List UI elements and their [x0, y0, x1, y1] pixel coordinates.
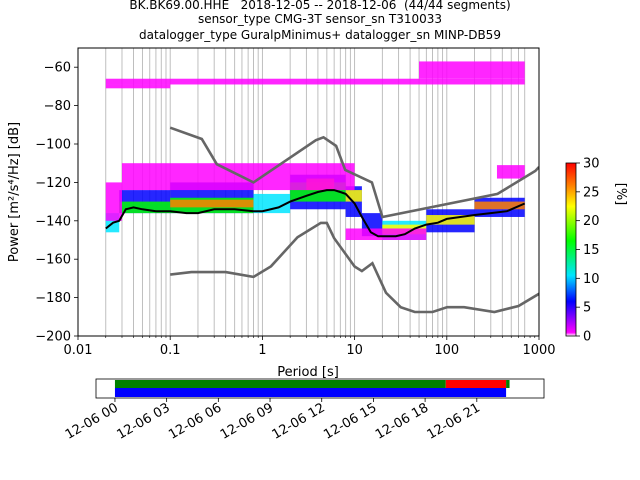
- x-tick-label: 1: [258, 343, 266, 358]
- density-patch: [253, 193, 291, 214]
- x-axis-label: Period [s]: [277, 365, 339, 380]
- density-patch: [170, 199, 254, 208]
- timeline-tick-label: 12-06 21: [425, 400, 483, 442]
- density-patch: [474, 201, 525, 210]
- timeline-tick-label: 12-06 03: [115, 400, 173, 442]
- density-patch: [105, 78, 525, 85]
- density-patch: [119, 201, 171, 214]
- chart-title-line-3: datalogger_type GuralpMinimus+ datalogge…: [139, 28, 501, 42]
- y-tick-label: −120: [35, 176, 71, 191]
- series-line-nhnm: [169, 126, 539, 219]
- y-tick-label: −100: [35, 138, 71, 153]
- colorbar-tick-label: 15: [583, 243, 600, 258]
- y-axis: −200 −180 −160 −140 −120 −100 −80 −60: [35, 61, 78, 345]
- timeline-tick-label: 12-06 12: [270, 400, 328, 442]
- timeline-tick-label: 12-06 00: [63, 400, 121, 442]
- chart-title-line-2: sensor_type CMG-3T sensor_sn T310033: [197, 12, 443, 26]
- colorbar-label: [%]: [613, 183, 628, 206]
- y-tick-label: −180: [35, 291, 71, 306]
- density-patch: [426, 215, 475, 225]
- coverage-segment: [506, 380, 510, 388]
- y-tick-label: −160: [35, 253, 71, 268]
- colorbar-ticks: 0 5 10 15 20 25 30: [576, 157, 600, 345]
- coverage-segment: [445, 380, 507, 388]
- density-patches: [105, 61, 525, 240]
- timeline-tick-label: 12-06 18: [373, 400, 431, 442]
- density-patch: [345, 190, 362, 202]
- colorbar-tick-label: 5: [583, 301, 591, 316]
- colorbar-tick-label: 20: [583, 214, 600, 229]
- colorbar-tick-label: 25: [583, 185, 600, 200]
- density-patch: [496, 165, 525, 179]
- x-tick-label: 10: [346, 343, 363, 358]
- x-tick-label: 0.01: [64, 343, 93, 358]
- density-patch: [105, 84, 171, 89]
- x-tick-label: 100: [434, 343, 459, 358]
- timeline-tick-label: 12-06 06: [166, 400, 224, 442]
- coverage-timeline: [95, 378, 545, 399]
- y-tick-label: −60: [44, 61, 71, 76]
- y-axis-label: Power [m²/s⁴/Hz] [dB]: [7, 122, 22, 262]
- density-patch: [105, 182, 122, 221]
- coverage-segment: [114, 388, 507, 397]
- x-tick-label: 1000: [522, 343, 555, 358]
- series-line-nlnm: [170, 221, 539, 314]
- x-axis: 0.01 0.1 1 10 100 1000: [64, 336, 556, 358]
- timeline-tick-label: 12-06 15: [321, 400, 379, 442]
- series-line-mode: [105, 189, 526, 238]
- ppsd-plot-area: [105, 48, 539, 336]
- plot-frame: [77, 47, 540, 337]
- y-tick-label: −140: [35, 214, 71, 229]
- colorbar: [565, 162, 577, 337]
- colorbar-tick-label: 30: [583, 157, 600, 172]
- timeline-tick-label: 12-06 09: [218, 400, 276, 442]
- density-patch: [419, 61, 525, 79]
- colorbar-tick-label: 0: [583, 330, 591, 345]
- coverage-segment: [114, 380, 446, 388]
- x-tick-label: 0.1: [160, 343, 181, 358]
- colorbar-tick-label: 10: [583, 272, 600, 287]
- y-tick-label: −80: [44, 99, 71, 114]
- density-patch: [345, 228, 427, 240]
- y-tick-label: −200: [35, 330, 71, 345]
- chart-title-line-1: BK.BK69.00.HHE 2018-12-05 -- 2018-12-06 …: [129, 0, 511, 12]
- density-patch: [121, 163, 355, 191]
